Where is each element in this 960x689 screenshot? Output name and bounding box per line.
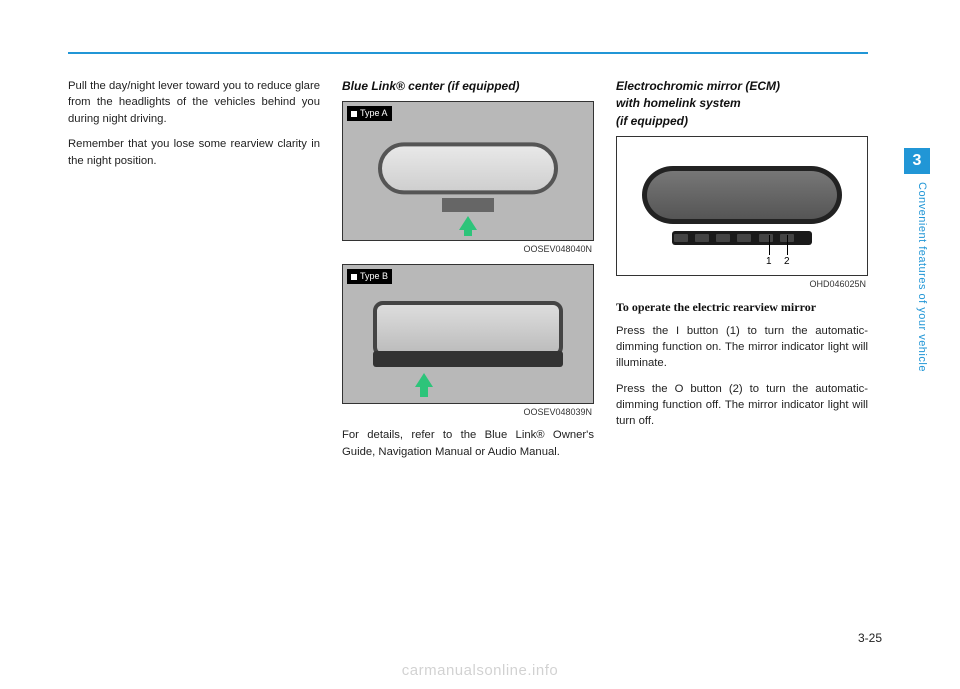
watermark: carmanualsonline.info xyxy=(402,662,558,679)
col3-paragraph-1: Press the I button (1) to turn the autom… xyxy=(616,323,868,372)
column-3: Electrochromic mirror (ECM) with homelin… xyxy=(616,78,868,469)
mirror-control-bar-c xyxy=(672,231,812,245)
top-rule xyxy=(68,52,868,54)
mirror-button-icon xyxy=(695,234,709,242)
figure-b-id: OOSEV048039N xyxy=(342,406,592,419)
mirror-button-icon xyxy=(759,234,773,242)
chapter-side-text: Convenient features of your vehicle xyxy=(910,182,928,502)
mirror-illustration-a xyxy=(378,143,558,195)
type-b-text: Type B xyxy=(360,270,388,283)
col3-heading: Electrochromic mirror (ECM) with homelin… xyxy=(616,78,868,130)
mirror-button-icon xyxy=(716,234,730,242)
callout-line-1 xyxy=(769,235,770,255)
figure-type-b: Type B xyxy=(342,264,594,404)
mirror-illustration-c xyxy=(642,166,842,224)
col1-paragraph-2: Remember that you lose some rearview cla… xyxy=(68,136,320,169)
col2-paragraph-1: For details, refer to the Blue Link® Own… xyxy=(342,427,594,460)
figure-type-a: Type A xyxy=(342,101,594,241)
page-number: 3-25 xyxy=(858,631,882,645)
chapter-tab: 3 xyxy=(904,148,930,174)
figure-c-id: OHD046025N xyxy=(616,278,866,291)
arrow-wrap xyxy=(415,369,435,397)
square-bullet-icon xyxy=(351,274,357,280)
content-area: Pull the day/night lever toward you to r… xyxy=(68,78,868,469)
type-a-text: Type A xyxy=(360,107,388,120)
figure-a-id: OOSEV048040N xyxy=(342,243,592,256)
mirror-button-icon xyxy=(737,234,751,242)
mirror-base-a xyxy=(442,198,494,212)
figure-ecm: 1 2 xyxy=(616,136,868,276)
col3-heading-line2: with homelink system xyxy=(616,95,868,112)
mirror-button-icon xyxy=(674,234,688,242)
col3-heading-line1: Electrochromic mirror (ECM) xyxy=(616,78,868,95)
arrow-stem-icon xyxy=(420,385,428,397)
column-2: Blue Link® center (if equipped) Type A O… xyxy=(342,78,594,469)
mirror-control-bar-b xyxy=(373,351,563,367)
mirror-illustration-b xyxy=(373,301,563,357)
column-1: Pull the day/night lever toward you to r… xyxy=(68,78,320,469)
callout-line-2 xyxy=(787,235,788,255)
square-bullet-icon xyxy=(351,111,357,117)
col3-heading-line3: (if equipped) xyxy=(616,113,868,130)
col3-paragraph-2: Press the O button (2) to turn the autom… xyxy=(616,381,868,430)
callout-1: 1 xyxy=(766,255,772,270)
arrow-stem-icon xyxy=(464,226,472,236)
type-b-label: Type B xyxy=(347,269,392,284)
col3-subhead: To operate the electric rearview mirror xyxy=(616,299,868,316)
col1-paragraph-1: Pull the day/night lever toward you to r… xyxy=(68,78,320,127)
type-a-label: Type A xyxy=(347,106,392,121)
callout-2: 2 xyxy=(784,255,790,270)
col2-heading: Blue Link® center (if equipped) xyxy=(342,78,594,95)
